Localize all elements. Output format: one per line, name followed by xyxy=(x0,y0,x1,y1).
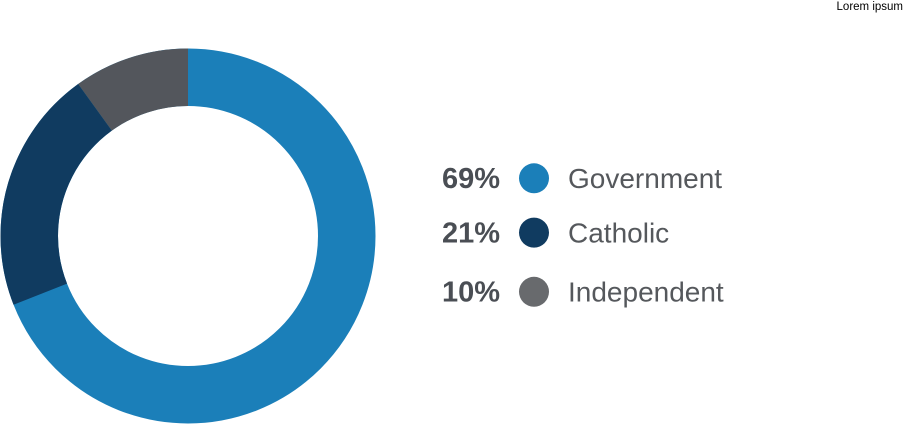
svg-text:Catholic: Catholic xyxy=(568,217,669,248)
svg-text:10%: 10% xyxy=(442,277,500,309)
svg-text:Government: Government xyxy=(568,163,722,194)
svg-text:69%: 69% xyxy=(442,163,500,195)
svg-text:Independent: Independent xyxy=(568,277,724,308)
svg-text:Lorem ipsum: Lorem ipsum xyxy=(837,1,903,13)
svg-text:21%: 21% xyxy=(442,217,500,249)
